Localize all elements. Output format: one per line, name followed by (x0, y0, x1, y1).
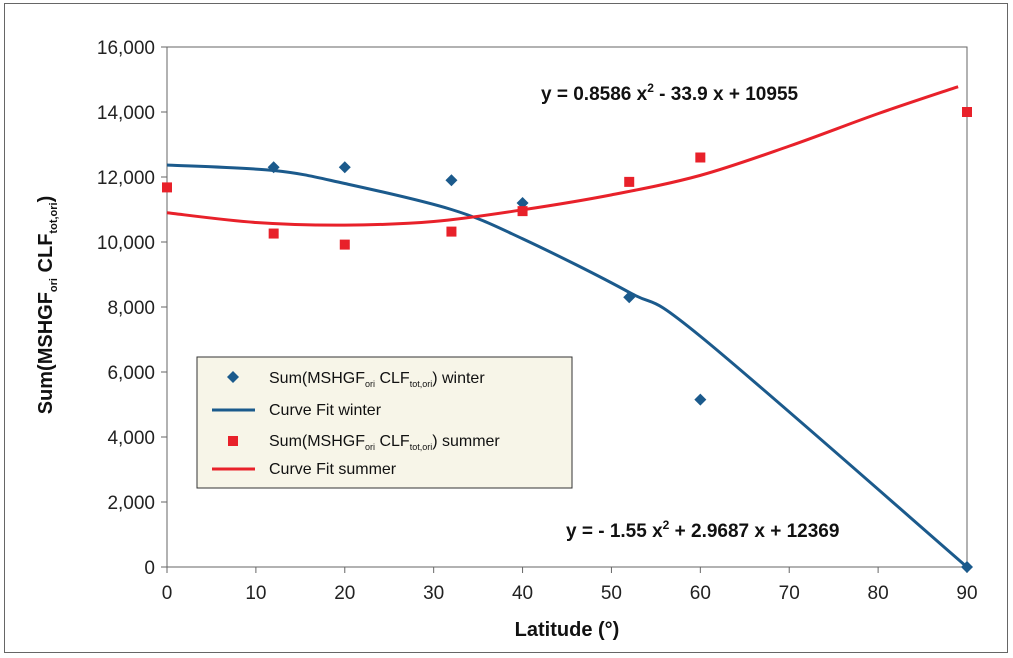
y-tick-label: 12,000 (97, 168, 155, 189)
legend-item-summer-points: Sum(MSHGFori CLFtot,ori) summer (228, 433, 500, 452)
legend-label-winter-curve: Curve Fit winter (269, 402, 382, 419)
y-tick-label: 6,000 (107, 363, 155, 384)
summer-data-point (695, 152, 706, 163)
y-tick-label: 14,000 (97, 103, 155, 124)
legend-item-summer-curve: Curve Fit summer (212, 461, 397, 478)
x-tick-label: 70 (779, 583, 800, 604)
legend-item-winter-curve: Curve Fit winter (212, 402, 382, 419)
winter-data-point (961, 561, 973, 573)
x-tick-label: 80 (868, 583, 889, 604)
winter-data-point (445, 174, 458, 187)
legend: Sum(MSHGFori CLFtot,ori) winter Curve Fi… (196, 356, 573, 489)
winter-data-point (516, 197, 529, 209)
x-tick-label: 0 (162, 583, 173, 604)
winter-data-point (267, 161, 280, 174)
x-tick-label: 60 (690, 583, 711, 604)
legend-winter-diamond-marker (227, 371, 239, 383)
summer-data-point (162, 182, 172, 193)
y-tick-label: 4,000 (107, 428, 155, 449)
y-tick-label: 2,000 (107, 493, 155, 514)
x-tick-label: 20 (334, 583, 355, 604)
svg-text:Sum(MSHGFori CLFtot,ori) winte: Sum(MSHGFori CLFtot,ori) winter (269, 370, 485, 389)
legend-summer-square-marker (228, 436, 238, 446)
x-tick-label: 30 (423, 583, 444, 604)
winter-data-point (338, 161, 351, 174)
x-axis-ticks: 0 10 20 30 40 50 60 70 80 90 (162, 567, 978, 604)
y-axis-title: Sum(MSHGFori CLFtot,ori) (35, 196, 60, 415)
x-axis-title: Latitude (°) (515, 619, 620, 641)
legend-label-summer-points-prefix: Sum(MSHGF (269, 433, 365, 450)
y-tick-label: 16,000 (97, 38, 155, 59)
summer-data-point (624, 176, 635, 187)
x-tick-label: 90 (956, 583, 977, 604)
svg-text:Sum(MSHGFori CLFtot,ori) summe: Sum(MSHGFori CLFtot,ori) summer (269, 433, 500, 452)
winter-data-point (623, 291, 636, 304)
x-tick-label: 40 (512, 583, 533, 604)
summer-data-point (517, 206, 528, 217)
summer-fit-curve (166, 85, 959, 227)
winter-data-point (694, 393, 707, 406)
summer-data-point (268, 228, 279, 239)
legend-box (196, 356, 573, 489)
y-tick-label: 8,000 (107, 298, 155, 319)
y-tick-label: 0 (144, 558, 155, 579)
summer-equation: y = 0.8586 x2 - 33.9 x + 10955 (541, 81, 799, 105)
summer-data-point (446, 226, 457, 237)
y-axis-ticks: 0 2,000 4,000 6,000 8,000 10,000 12,000 14,000 1… (97, 38, 167, 579)
data-points (162, 107, 973, 573)
winter-fit-curve (166, 163, 968, 569)
legend-label-summer-curve: Curve Fit summer (269, 461, 397, 478)
legend-item-winter-points: Sum(MSHGFori CLFtot,ori) winter (227, 370, 485, 389)
x-tick-label: 50 (601, 583, 622, 604)
fit-curves (166, 85, 968, 569)
summer-data-point (339, 239, 350, 250)
x-tick-label: 10 (245, 583, 266, 604)
summer-data-point (962, 107, 972, 117)
legend-label-winter-points-prefix: Sum(MSHGF (269, 370, 365, 387)
y-tick-label: 10,000 (97, 233, 155, 254)
winter-equation: y = - 1.55 x2 + 2.9687 x + 12369 (566, 518, 839, 542)
